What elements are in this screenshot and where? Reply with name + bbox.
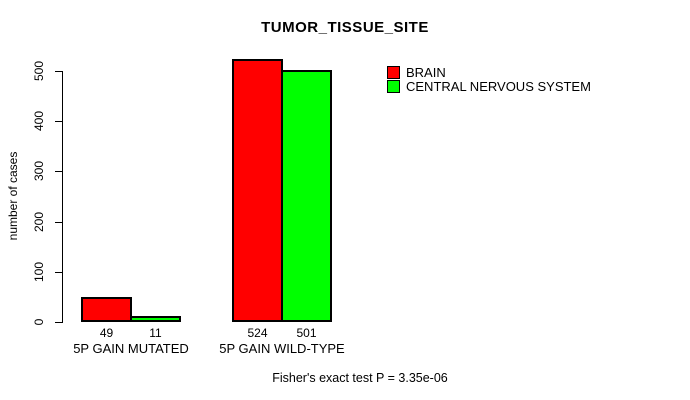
x-category-label: 5P GAIN MUTATED (73, 341, 189, 356)
bar-brain (232, 58, 283, 322)
y-axis-tick-label: 200 (32, 211, 46, 232)
bar-value-label: 501 (296, 326, 317, 340)
y-axis-tick (55, 221, 62, 223)
chart-title: TUMOR_TISSUE_SITE (261, 19, 429, 36)
y-axis-tick (55, 71, 62, 72)
y-axis-line (62, 71, 63, 323)
bar-value-label: 11 (149, 326, 162, 340)
bar-central-nervous-system (130, 316, 181, 322)
y-axis-tick-label: 0 (32, 318, 46, 326)
y-axis-tick-label: 400 (32, 111, 46, 132)
y-axis-tick (55, 121, 62, 123)
bar-brain (81, 297, 132, 322)
bar-central-nervous-system (281, 70, 332, 322)
annotation-text: Fisher's exact test P = 3.35e-06 (272, 371, 448, 385)
bar-value-label: 524 (247, 326, 268, 340)
bar-value-label: 49 (99, 326, 114, 340)
legend-label: BRAIN (406, 64, 446, 80)
legend-swatch-brain (387, 65, 400, 79)
legend-label: CENTRAL NERVOUS SYSTEM (406, 78, 591, 94)
y-axis-tick (55, 322, 62, 323)
y-axis-label: number of cases (6, 151, 20, 241)
x-category-label: 5P GAIN WILD-TYPE (219, 341, 345, 356)
y-axis-tick-label: 100 (32, 261, 46, 282)
y-axis-tick-label: 500 (32, 60, 46, 82)
y-axis-tick-label: 300 (32, 161, 46, 182)
legend-row: BRAIN (387, 64, 591, 80)
y-axis-tick (55, 171, 62, 173)
legend-row: CENTRAL NERVOUS SYSTEM (387, 78, 591, 94)
legend: BRAIN CENTRAL NERVOUS SYSTEM (387, 64, 591, 94)
y-axis-tick (55, 271, 62, 273)
legend-swatch-central-nervous-system (387, 79, 400, 93)
